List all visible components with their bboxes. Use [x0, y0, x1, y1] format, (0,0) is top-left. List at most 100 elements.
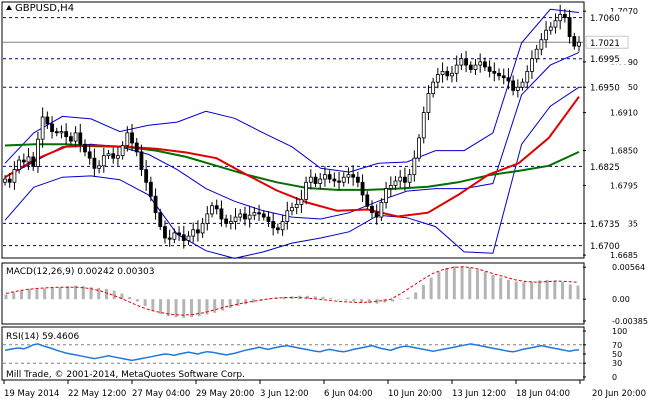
macd-bar-60 [468, 267, 472, 300]
macd-bar-67 [522, 282, 526, 300]
candle-body-54 [257, 212, 261, 215]
candle-body-61 [290, 207, 294, 212]
macd-bar-5 [43, 288, 47, 300]
candle-body-99 [468, 64, 473, 70]
candle-body-76 [360, 181, 365, 196]
macd-bar-73 [568, 284, 572, 300]
macd-bar-36 [282, 296, 286, 300]
macd-bar-57 [445, 267, 449, 300]
candle-body-88 [417, 137, 421, 159]
candle-body-26 [125, 132, 130, 146]
candle-body-89 [421, 112, 426, 139]
macd-bar-28 [220, 299, 224, 311]
candle-body-17 [83, 143, 87, 153]
macd-bar-42 [329, 298, 333, 300]
candle-body-77 [365, 194, 370, 207]
candle-body-118 [558, 14, 563, 22]
level-tag-2-box [586, 81, 628, 94]
candle-body-82 [388, 185, 393, 189]
macd-bar-11 [89, 287, 93, 300]
level-tag-4: 1.6735 [590, 220, 620, 230]
candle-body-20 [97, 165, 101, 169]
macd-tick-label-2: -0.00385 [612, 317, 648, 326]
price-tick-label-5: 1.6795 [610, 181, 638, 190]
macd-bar-15 [120, 293, 124, 300]
candle-body-94 [445, 71, 450, 77]
candle-body-50 [238, 213, 243, 218]
candle-body-36 [172, 232, 177, 240]
candle-body-85 [403, 176, 407, 183]
macd-bar-19 [151, 299, 155, 311]
macd-bar-71 [553, 280, 557, 300]
candle-body-86 [407, 174, 412, 183]
candle-body-21 [101, 155, 106, 167]
candle-body-53 [252, 212, 257, 216]
macd-bar-56 [437, 271, 441, 300]
macd-axis: 0.00564 0.00 -0.00385 [583, 263, 648, 326]
candle-body-110 [520, 81, 525, 88]
candle-body-106 [501, 75, 506, 79]
candle-body-24 [116, 155, 120, 159]
candle-body-2 [12, 169, 17, 183]
candle-body-71 [337, 180, 341, 183]
candle-body-84 [398, 176, 403, 182]
candle-body-96 [454, 64, 459, 74]
candle-body-100 [473, 64, 478, 70]
macd-bar-23 [182, 299, 186, 318]
macd-bar-46 [360, 299, 364, 303]
collapse-arrow-icon[interactable] [6, 5, 12, 10]
macd-bar-4 [35, 288, 39, 300]
candle-body-74 [351, 174, 356, 178]
candle-body-91 [431, 81, 436, 94]
level-tag-1: 1.6995 [590, 55, 620, 65]
level-tag-5: 1.6700 [590, 242, 620, 252]
rsi-tick-label-2: 50 [612, 350, 622, 359]
candle-body-114 [539, 39, 544, 50]
candle-body-112 [530, 58, 534, 72]
macd-bar-63 [491, 274, 495, 300]
bollinger-lower-line [4, 86, 580, 259]
candle-body-111 [525, 71, 530, 83]
macd-bar-47 [367, 299, 371, 304]
macd-bar-31 [244, 299, 248, 305]
time-tick-label-1: 22 May 12:00 [68, 389, 126, 399]
ma-fast-line [4, 96, 580, 218]
macd-bar-24 [190, 299, 194, 318]
macd-bar-53 [414, 292, 418, 300]
candle-body-18 [87, 151, 92, 159]
macd-bar-13 [104, 288, 108, 300]
macd-bar-17 [135, 299, 139, 302]
macd-bar-29 [228, 299, 232, 309]
macd-bar-1 [12, 292, 16, 300]
macd-bar-30 [236, 299, 240, 306]
macd-bar-70 [545, 279, 549, 300]
candle-body-79 [374, 212, 379, 218]
candle-body-40 [191, 229, 196, 237]
candle-body-52 [247, 214, 252, 220]
candle-body-121 [572, 36, 577, 47]
candle-body-78 [370, 205, 374, 214]
macd-bar-39 [305, 295, 309, 300]
rsi-label: RSI(14) 59.4606 [6, 332, 79, 342]
macd-label: MACD(12,26,9) 0.00242 0.00303 [6, 267, 155, 277]
time-axis: 19 May 2014 22 May 12:00 27 May 04:00 29 Ma… [3, 380, 646, 399]
level-tag-3-box [586, 160, 628, 173]
macd-bar-65 [506, 279, 510, 300]
macd-bar-14 [112, 290, 116, 300]
candle-body-66 [313, 176, 318, 184]
macd-bar-52 [406, 297, 410, 300]
rsi-tick-label-1: 70 [612, 341, 622, 350]
candle-body-101 [478, 61, 483, 66]
candle-body-19 [92, 157, 97, 169]
candle-body-115 [544, 29, 548, 41]
macd-bar-12 [97, 287, 101, 300]
level-tag-4-box [586, 217, 628, 230]
candle-body-92 [435, 74, 440, 83]
candle-body-55 [261, 213, 266, 218]
candle-body-16 [78, 132, 83, 145]
candle-body-69 [327, 174, 332, 180]
candle-body-44 [210, 205, 214, 215]
candle-body-29 [139, 151, 144, 170]
macd-bar-55 [429, 277, 433, 300]
